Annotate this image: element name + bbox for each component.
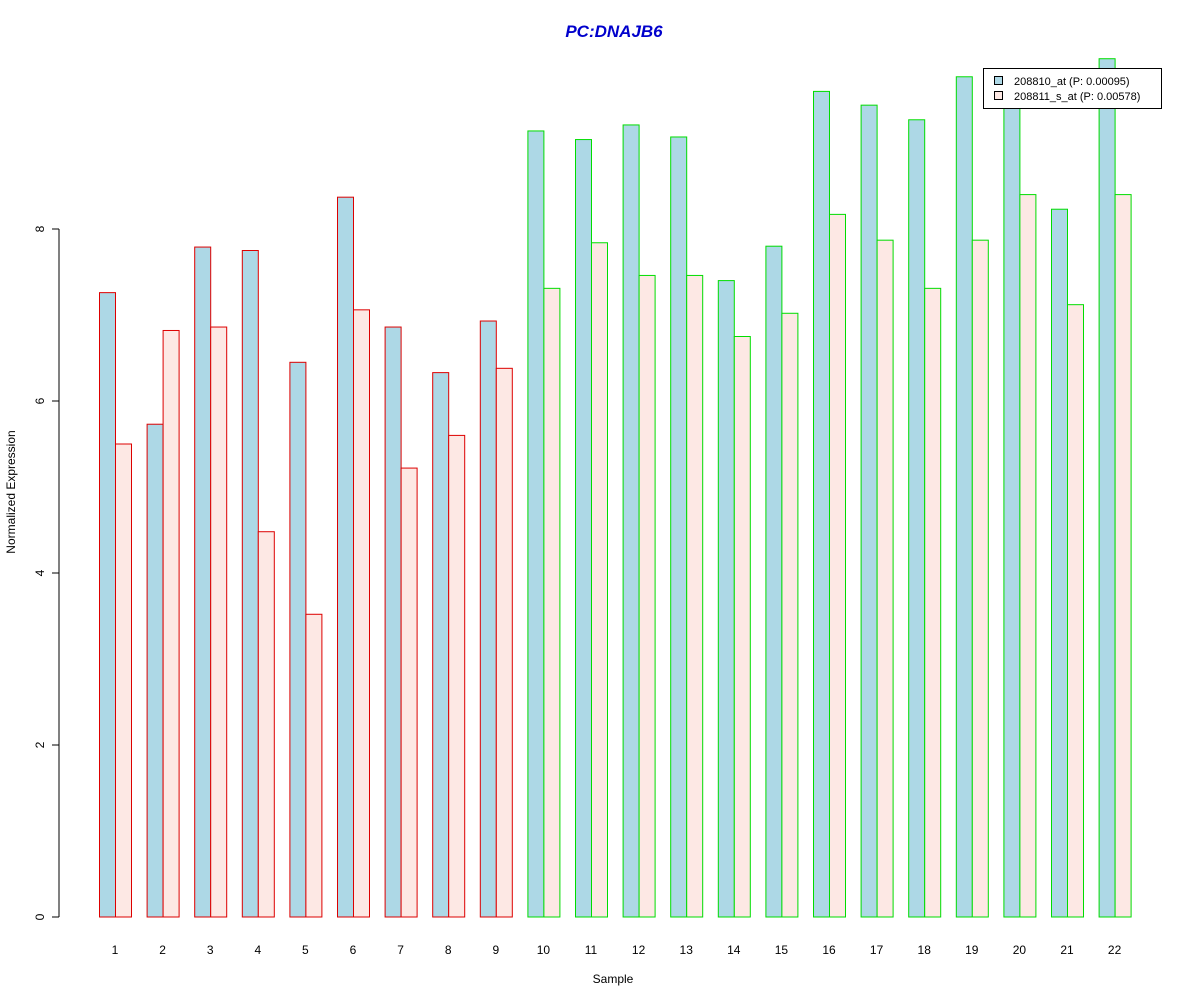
y-axis: 0 2 4 6 8 (33, 225, 60, 920)
y-tick-label: 8 (33, 225, 47, 232)
y-tick-label: 2 (33, 741, 47, 748)
legend-label: 208811_s_at (P: 0.00578) (1014, 91, 1140, 103)
x-tick-label: 12 (632, 943, 646, 957)
x-tick-label: 21 (1060, 943, 1074, 957)
x-tick-label: 5 (302, 943, 309, 957)
bar-s2-3 (210, 326, 228, 918)
x-tick-label: 7 (397, 943, 404, 957)
bar-s1-12 (622, 124, 640, 918)
bar-s1-3 (194, 246, 212, 918)
x-tick-label: 3 (207, 943, 214, 957)
x-tick-label: 22 (1108, 943, 1122, 957)
bar-s2-4 (257, 531, 275, 918)
x-tick-label: 6 (350, 943, 357, 957)
x-tick-label: 2 (159, 943, 166, 957)
bar-s2-9 (495, 367, 513, 918)
bar-s1-1 (99, 292, 116, 918)
legend-label: 208810_at (P: 0.00095) (1014, 76, 1130, 88)
x-axis: 1 2 3 4 5 6 7 8 9 10 11 12 13 14 15 16 17 18 19 20 21 22 (112, 943, 1122, 957)
bar-s1-16 (813, 90, 830, 918)
bar-s2-7 (400, 467, 418, 918)
legend: 208810_at (P: 0.00095) 208811_s_at (P: 0.… (983, 68, 1162, 109)
bar-s1-19 (955, 76, 973, 918)
x-tick-label: 15 (775, 943, 789, 957)
x-tick-label: 9 (492, 943, 499, 957)
bar-s2-11 (591, 242, 608, 918)
bar-s2-21 (1067, 304, 1084, 918)
bar-s2-1 (115, 443, 132, 918)
legend-swatch (994, 76, 1003, 85)
y-tick-label: 0 (33, 913, 47, 920)
bar-s1-20 (1003, 105, 1021, 918)
legend-box (983, 68, 1162, 109)
bar-s2-22 (1114, 194, 1132, 918)
bar-s1-15 (765, 245, 783, 918)
bars-group (99, 58, 1132, 918)
bar-s2-6 (353, 309, 370, 918)
bar-s1-7 (384, 326, 402, 918)
bar-s2-8 (448, 434, 466, 918)
x-axis-label: Sample (593, 972, 634, 986)
bar-s1-13 (670, 136, 688, 918)
chart-title: PC:DNAJB6 (565, 22, 663, 41)
bar-s2-13 (686, 274, 704, 918)
bar-s1-5 (289, 361, 307, 918)
bar-s2-2 (162, 329, 180, 918)
x-tick-label: 14 (727, 943, 741, 957)
bar-s2-17 (876, 239, 894, 918)
x-tick-label: 1 (112, 943, 119, 957)
x-tick-label: 19 (965, 943, 979, 957)
bar-s1-8 (432, 372, 450, 918)
bar-s1-9 (479, 320, 497, 918)
bar-s1-10 (527, 130, 545, 918)
bar-s2-15 (781, 312, 799, 918)
x-tick-label: 17 (870, 943, 884, 957)
bar-s2-19 (971, 239, 989, 918)
x-tick-label: 18 (918, 943, 932, 957)
bar-s1-2 (146, 423, 164, 918)
x-tick-label: 8 (445, 943, 452, 957)
bar-s2-12 (638, 274, 656, 918)
bar-s1-4 (241, 250, 259, 918)
x-tick-label: 10 (537, 943, 551, 957)
y-tick-label: 6 (33, 397, 47, 404)
bar-s1-17 (860, 104, 878, 918)
bar-s1-11 (575, 139, 592, 918)
x-tick-label: 4 (254, 943, 261, 957)
bar-s1-18 (908, 119, 926, 918)
bar-s1-6 (337, 196, 354, 918)
bar-s2-14 (733, 336, 751, 918)
bar-s2-20 (1019, 194, 1037, 918)
bar-s1-22 (1098, 58, 1116, 918)
bar-s1-21 (1051, 208, 1068, 918)
bar-s2-16 (829, 213, 846, 918)
bar-s2-10 (543, 287, 561, 918)
x-tick-label: 20 (1013, 943, 1027, 957)
bar-s1-14 (717, 280, 735, 918)
x-tick-label: 13 (680, 943, 694, 957)
x-tick-label: 11 (585, 943, 598, 957)
x-tick-label: 16 (822, 943, 836, 957)
y-tick-label: 4 (33, 569, 47, 576)
legend-swatch (994, 91, 1003, 100)
bar-s2-18 (924, 287, 942, 918)
y-axis-label: Normalized Expression (4, 430, 18, 553)
bar-s2-5 (305, 613, 323, 918)
